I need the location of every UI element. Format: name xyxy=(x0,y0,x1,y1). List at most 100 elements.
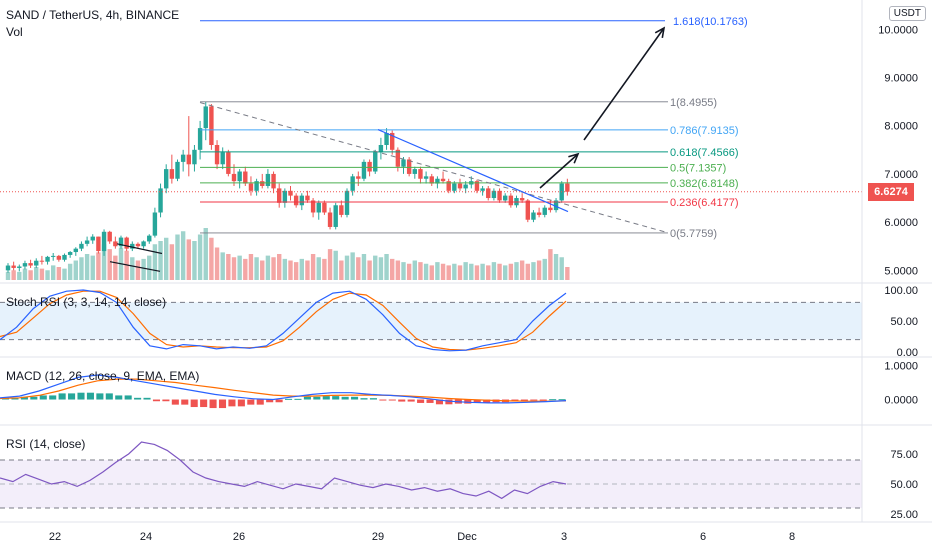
fib-label: 0.618(7.4566) xyxy=(670,147,739,159)
candle-body xyxy=(5,265,11,271)
candle-body xyxy=(293,195,299,206)
volume-bar xyxy=(305,260,310,280)
volume-bar xyxy=(310,254,316,280)
candle-body xyxy=(548,207,553,211)
candle-body xyxy=(67,252,73,255)
volume-bar xyxy=(237,255,242,280)
candle-body xyxy=(169,169,175,179)
candle-body xyxy=(356,176,361,179)
fib-label: 0.382(6.8148) xyxy=(670,178,739,190)
candle-body xyxy=(135,243,141,247)
macd-histogram-bar xyxy=(417,399,425,403)
indicator-axis-tick: 75.00 xyxy=(890,449,918,461)
volume-bar xyxy=(519,260,525,280)
candle-body xyxy=(384,132,389,145)
macd-histogram-bar xyxy=(115,395,123,400)
volume-bar xyxy=(406,263,412,280)
macd-histogram-bar xyxy=(511,399,519,402)
candle-body xyxy=(322,202,327,213)
price-pane[interactable] xyxy=(0,101,862,280)
candle-body xyxy=(497,190,502,201)
macd-signal-line xyxy=(0,378,567,402)
candle-body xyxy=(220,152,225,165)
indicator-axis-tick: 0.0000 xyxy=(884,395,918,407)
macd-histogram-bar xyxy=(464,399,472,404)
arrow-long-head xyxy=(654,26,666,38)
macd-histogram-bar xyxy=(256,399,264,405)
macd-histogram-bar xyxy=(332,396,340,400)
band-fill xyxy=(0,302,862,340)
current-price-label: 6.6274 xyxy=(868,183,914,201)
volume-bar xyxy=(254,257,259,280)
candle-body xyxy=(350,176,355,191)
volume-bar xyxy=(226,254,231,280)
candle-body xyxy=(525,200,530,220)
volume-bar xyxy=(45,270,50,280)
candle-body xyxy=(503,195,508,201)
drawing-tools[interactable] xyxy=(109,26,669,272)
volume-bar xyxy=(73,260,78,280)
candle-body xyxy=(180,154,186,162)
candle-body xyxy=(491,190,497,199)
macd-histogram-bar xyxy=(341,396,349,400)
candle-body xyxy=(536,212,542,215)
volume-bar xyxy=(152,244,158,280)
volume-bar xyxy=(316,257,321,280)
time-axis-tick: 6 xyxy=(700,531,706,543)
candle-body xyxy=(79,243,84,249)
volume-bar xyxy=(135,260,141,280)
candle-body xyxy=(17,266,22,268)
macd-histogram-bar xyxy=(247,399,255,405)
macd-histogram-bar xyxy=(379,399,387,401)
time-axis-tick: 26 xyxy=(233,531,245,543)
volume-bar xyxy=(180,231,186,280)
macd-histogram-bar xyxy=(237,399,245,407)
candle-body xyxy=(480,188,485,191)
volume-bar xyxy=(147,255,152,280)
candle-body xyxy=(310,200,316,213)
macd-title[interactable]: MACD (12, 26, close, 9, EMA, EMA) xyxy=(6,369,200,383)
macd-histogram-bar xyxy=(190,399,198,408)
candle-body xyxy=(197,128,203,150)
volume-bar xyxy=(113,255,118,280)
macd-histogram-bar xyxy=(539,399,547,401)
rsi-title[interactable]: RSI (14, close) xyxy=(6,437,86,451)
macd-histogram-bar xyxy=(520,399,528,402)
candle-body xyxy=(214,145,220,165)
currency-tag[interactable]: USDT xyxy=(888,6,926,21)
macd-pane[interactable] xyxy=(0,374,567,409)
candle-body xyxy=(316,202,321,213)
price-axis-tick: 9.0000 xyxy=(884,73,918,85)
volume-bar xyxy=(39,268,45,280)
volume-bar xyxy=(322,258,327,280)
volume-bar xyxy=(28,270,33,280)
candle-body xyxy=(164,169,169,189)
rsi-pane[interactable] xyxy=(0,441,862,509)
volume-bar xyxy=(84,254,90,280)
volume-bar xyxy=(548,249,553,280)
symbol-title[interactable]: SAND / TetherUS, 4h, BINANCE xyxy=(6,8,180,22)
volume-bar xyxy=(395,260,401,280)
volume-bar xyxy=(553,254,559,280)
candle-body xyxy=(45,256,50,262)
volume-bar xyxy=(491,262,497,280)
fibonacci-levels[interactable]: 1.618(10.1763) 1(8.4955) 0.786(7.9135) 0.61… xyxy=(200,16,748,240)
volume-bar xyxy=(452,263,457,280)
volume-bar xyxy=(378,257,384,280)
stoch-rsi-pane[interactable] xyxy=(0,289,862,352)
macd-histogram-bar xyxy=(435,399,444,405)
candle-body xyxy=(288,190,293,196)
volume-bar xyxy=(231,257,237,280)
candle-body xyxy=(271,173,276,189)
fib-label: 0.236(6.4177) xyxy=(670,197,739,209)
macd-histogram-bar xyxy=(426,399,434,403)
candle-body xyxy=(542,207,547,215)
fib-label: 1(8.4955) xyxy=(670,97,717,109)
candle-body xyxy=(56,255,62,260)
macd-histogram-bar xyxy=(294,398,302,400)
volume-bar xyxy=(356,257,361,280)
candle-body xyxy=(90,236,95,241)
stoch-rsi-title[interactable]: Stoch RSI (3, 3, 14, 14, close) xyxy=(6,295,167,309)
candle-body xyxy=(28,263,33,266)
